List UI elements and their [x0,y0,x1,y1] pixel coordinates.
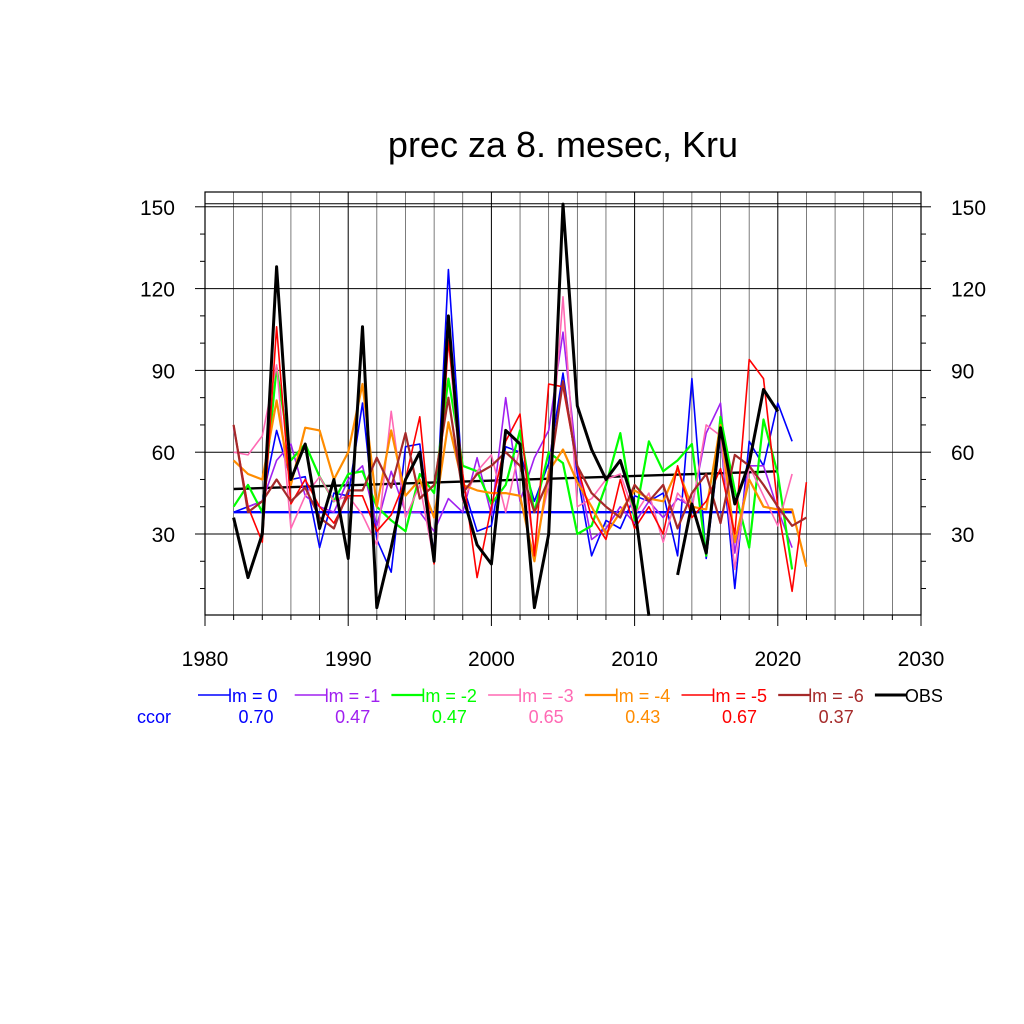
ccor-value: 0.47 [432,707,467,727]
y-tick-label-left: 90 [152,360,175,383]
legend-label: lm = -2 [421,686,477,706]
ccor-label: ccor [137,707,171,727]
axis-ticks: 30 30 60 60 90 90 120 120 150 150 1980 1990 2000 2010… [140,197,986,671]
legend-label: lm = -6 [808,686,864,706]
y-tick-label-right: 90 [951,360,974,383]
series-line [232,380,807,530]
y-tick-label-left: 60 [152,442,175,465]
series-lines [232,202,808,616]
y-tick-label-right: 150 [951,197,986,220]
ccor-value: 0.67 [722,707,757,727]
x-tick-label: 2020 [754,648,801,671]
ccor-value: 0.43 [625,707,660,727]
ccor-value: 0.47 [335,707,370,727]
x-tick-label: 1990 [325,648,372,671]
legend-label: lm = -1 [325,686,381,706]
legend-label: lm = -5 [712,686,768,706]
series-line [232,382,808,567]
plot-frame [204,191,922,616]
x-tick-label: 2010 [611,648,658,671]
x-tick-label: 2000 [468,648,515,671]
grid-lines [204,192,922,615]
y-tick-label-left: 30 [152,524,175,547]
ccor-value: 0.70 [238,707,273,727]
y-tick-label-right: 60 [951,442,974,465]
series-line [232,202,780,616]
ccor-value: 0.37 [819,707,854,727]
y-tick-label-right: 30 [951,524,974,547]
chart-title: prec za 8. mesec, Kru [388,124,738,165]
legend-label: OBS [905,686,943,706]
legend-label: lm = 0 [228,686,278,706]
legend-label: lm = -3 [518,686,574,706]
x-tick-label: 1980 [182,648,229,671]
legend-label: lm = -4 [615,686,671,706]
x-tick-label: 2030 [898,648,945,671]
ccor-value: 0.65 [529,707,564,727]
y-tick-label-left: 120 [140,279,175,302]
y-tick-label-right: 120 [951,279,986,302]
series-line [233,296,793,571]
y-tick-label-left: 150 [140,197,175,220]
